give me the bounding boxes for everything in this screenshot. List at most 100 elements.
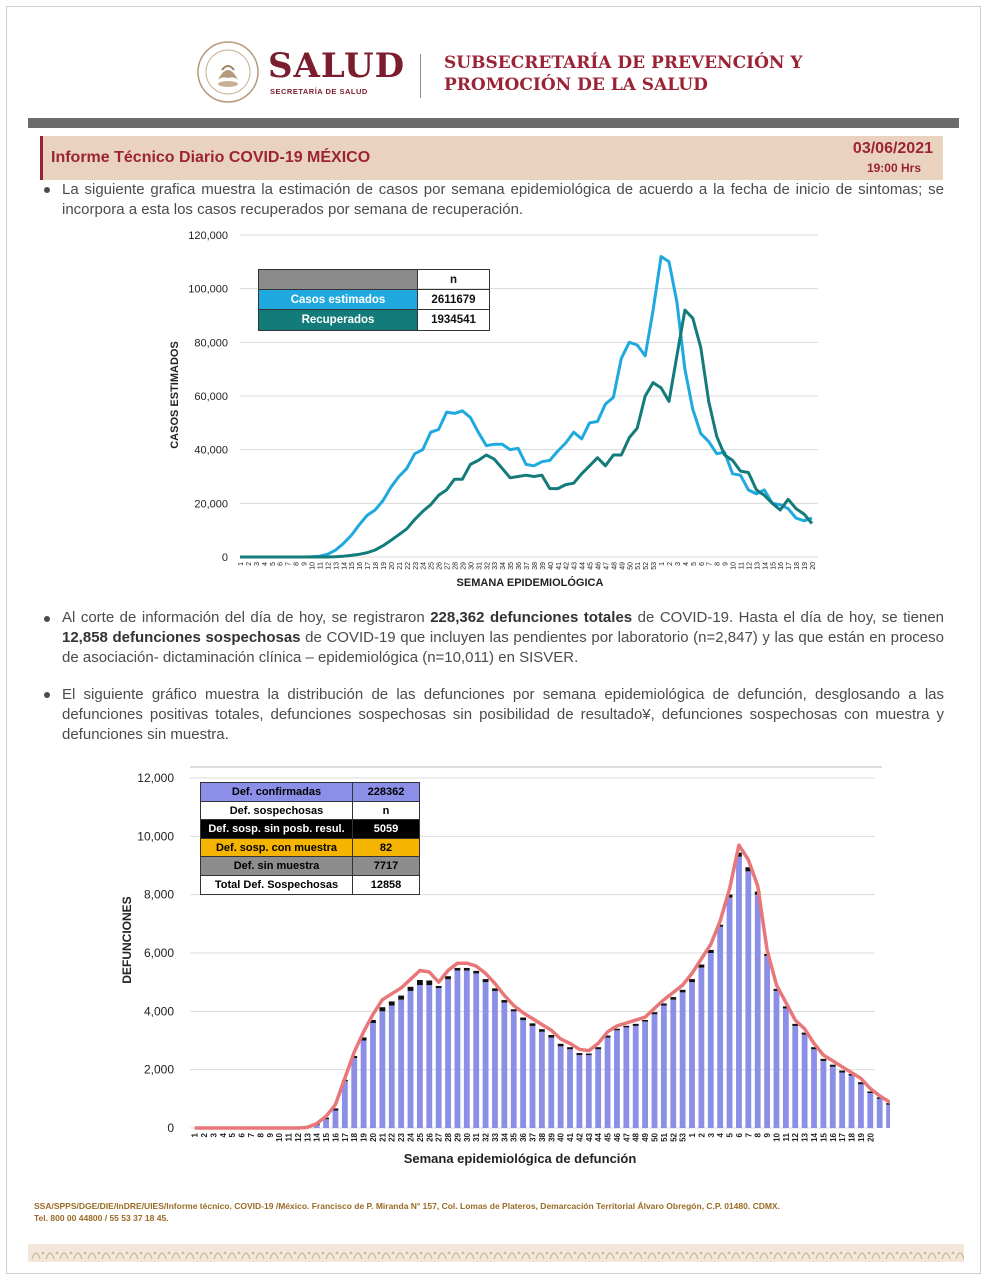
defunciones-bar-suspected bbox=[801, 1032, 808, 1035]
defunciones-bar bbox=[717, 926, 724, 1128]
casos-xtick-label: 18 bbox=[373, 562, 380, 570]
defunciones-bar-suspected bbox=[332, 1108, 339, 1111]
defunciones-bar-suspected bbox=[632, 1023, 639, 1026]
defunciones-xtick-label: 28 bbox=[444, 1132, 453, 1141]
casos-xtick-label: 53 bbox=[651, 562, 658, 570]
report-date: 03/06/2021 bbox=[852, 140, 933, 157]
defunciones-bar bbox=[557, 1046, 564, 1128]
defunciones-xtick-label: 49 bbox=[641, 1132, 650, 1141]
defunciones-bar bbox=[454, 970, 461, 1128]
defunciones-table-row: Def. sin muestra 7717 bbox=[201, 857, 419, 876]
defunciones-bar-suspected bbox=[435, 985, 442, 988]
casos-xtick-label: 15 bbox=[770, 562, 777, 570]
defunciones-bar-suspected bbox=[698, 964, 705, 968]
bullet-1 bbox=[44, 187, 50, 193]
defunciones-bar-suspected bbox=[792, 1023, 799, 1026]
defunciones-xtick-label: 11 bbox=[285, 1132, 294, 1141]
defunciones-bar bbox=[829, 1066, 836, 1128]
defunciones-xtick-label: 6 bbox=[735, 1132, 744, 1137]
defunciones-bar-suspected bbox=[604, 1035, 611, 1038]
suspected-deaths-highlight: 12,858 defunciones sospechosas bbox=[62, 629, 301, 646]
casos-xtick-label: 10 bbox=[731, 562, 738, 570]
defunciones-xtick-label: 20 bbox=[866, 1132, 875, 1141]
defunciones-xtick-label: 50 bbox=[650, 1132, 659, 1141]
defunciones-table-label: Def. sospechosas bbox=[201, 801, 353, 819]
defunciones-bar bbox=[745, 871, 752, 1128]
casos-xtick-label: 22 bbox=[405, 562, 412, 570]
defunciones-xtick-label: 18 bbox=[350, 1132, 359, 1141]
defunciones-bar bbox=[379, 1011, 386, 1128]
defunciones-bar-suspected bbox=[426, 980, 433, 986]
casos-xtick-label: 14 bbox=[341, 562, 348, 570]
defunciones-ytick-label: 2,000 bbox=[144, 1063, 174, 1077]
defunciones-bar bbox=[313, 1125, 320, 1128]
paragraph-3: El siguiente gráfico muestra la distribu… bbox=[62, 686, 944, 743]
defunciones-bar-suspected bbox=[379, 1007, 386, 1012]
casos-xtick-label: 9 bbox=[723, 562, 730, 566]
defunciones-xtick-label: 22 bbox=[388, 1132, 397, 1141]
casos-xtick-label: 32 bbox=[484, 562, 491, 570]
defunciones-bar-suspected bbox=[398, 995, 405, 1000]
defunciones-chart-outline bbox=[194, 843, 890, 1130]
defunciones-xtick-label: 19 bbox=[857, 1132, 866, 1141]
defunciones-bar bbox=[482, 982, 489, 1128]
casos-xtick-label: 4 bbox=[262, 562, 269, 566]
defunciones-bar bbox=[614, 1030, 620, 1128]
defunciones-xtick-label: 44 bbox=[594, 1132, 603, 1141]
defunciones-xtick-label: 47 bbox=[622, 1132, 631, 1141]
defunciones-ytick-label: 6,000 bbox=[144, 946, 174, 960]
defunciones-legend-table: Def. confirmadas 228362 Def. sospechosas n D… bbox=[200, 782, 420, 895]
footer-address: SSA/SPPS/DGE/DIE/InDRE/UIES/Informe técn… bbox=[34, 1200, 954, 1224]
defunciones-bar bbox=[351, 1058, 358, 1128]
defunciones-xtick-label: 46 bbox=[613, 1132, 622, 1141]
defunciones-xtick-label: 52 bbox=[669, 1132, 678, 1141]
casos-xtick-label: 13 bbox=[333, 562, 340, 570]
brand-name: SALUD bbox=[268, 46, 406, 86]
defunciones-xtick-label: 51 bbox=[660, 1132, 669, 1141]
defunciones-xtick-label: 9 bbox=[266, 1132, 275, 1137]
defunciones-xtick-label: 15 bbox=[322, 1132, 331, 1141]
casos-xtick-label: 42 bbox=[564, 562, 571, 570]
defunciones-bar bbox=[876, 1098, 883, 1128]
defunciones-bar-suspected bbox=[858, 1082, 864, 1085]
defunciones-bar-suspected bbox=[473, 970, 480, 974]
defunciones-bar-suspected bbox=[416, 979, 423, 986]
defunciones-bar-suspected bbox=[585, 1053, 592, 1056]
defunciones-xtick-label: 25 bbox=[416, 1132, 425, 1141]
defunciones-total-line bbox=[194, 843, 890, 1130]
defunciones-table-label: Def. confirmadas bbox=[201, 783, 353, 801]
defunciones-xtick-label: 15 bbox=[819, 1132, 828, 1141]
defunciones-xtick-label: 37 bbox=[529, 1132, 538, 1141]
casos-xtick-label: 17 bbox=[365, 562, 372, 570]
casos-xtick-label: 38 bbox=[532, 562, 539, 570]
defunciones-xtick-label: 24 bbox=[407, 1132, 416, 1141]
casos-ytick-label: 40,000 bbox=[194, 445, 228, 457]
casos-xtick-label: 4 bbox=[683, 562, 690, 566]
defunciones-bar bbox=[820, 1060, 827, 1128]
defunciones-xtick-label: 21 bbox=[378, 1132, 387, 1141]
defunciones-bar bbox=[585, 1055, 592, 1128]
defunciones-xtick-label: 16 bbox=[331, 1132, 340, 1141]
casos-xtick-label: 8 bbox=[294, 562, 301, 566]
defunciones-table-label: Def. sin muestra bbox=[201, 857, 353, 875]
casos-table-header-n: n bbox=[449, 274, 458, 286]
defunciones-bar bbox=[445, 979, 451, 1128]
defunciones-bar bbox=[670, 999, 677, 1128]
defunciones-bar-suspected bbox=[520, 1017, 527, 1021]
defunciones-table-row: Def. sosp. con muestra 82 bbox=[201, 838, 419, 857]
defunciones-bar bbox=[332, 1110, 339, 1128]
casos-xtick-label: 5 bbox=[691, 562, 698, 566]
defunciones-xtick-label: 19 bbox=[360, 1132, 369, 1141]
defunciones-bar-suspected bbox=[407, 986, 414, 991]
casos-xtick-label: 30 bbox=[468, 562, 475, 570]
defunciones-bar-suspected bbox=[651, 1012, 658, 1015]
defunciones-bar bbox=[370, 1023, 376, 1128]
defunciones-bar bbox=[689, 982, 695, 1128]
decorative-footer-band bbox=[28, 1244, 964, 1262]
defunciones-bar-suspected bbox=[736, 852, 742, 857]
defunciones-bar bbox=[726, 897, 733, 1128]
defunciones-bar bbox=[510, 1011, 517, 1128]
report-banner: Informe Técnico Diario COVID-19 MÉXICO 0… bbox=[40, 136, 943, 180]
casos-xtick-label: 7 bbox=[707, 562, 714, 566]
